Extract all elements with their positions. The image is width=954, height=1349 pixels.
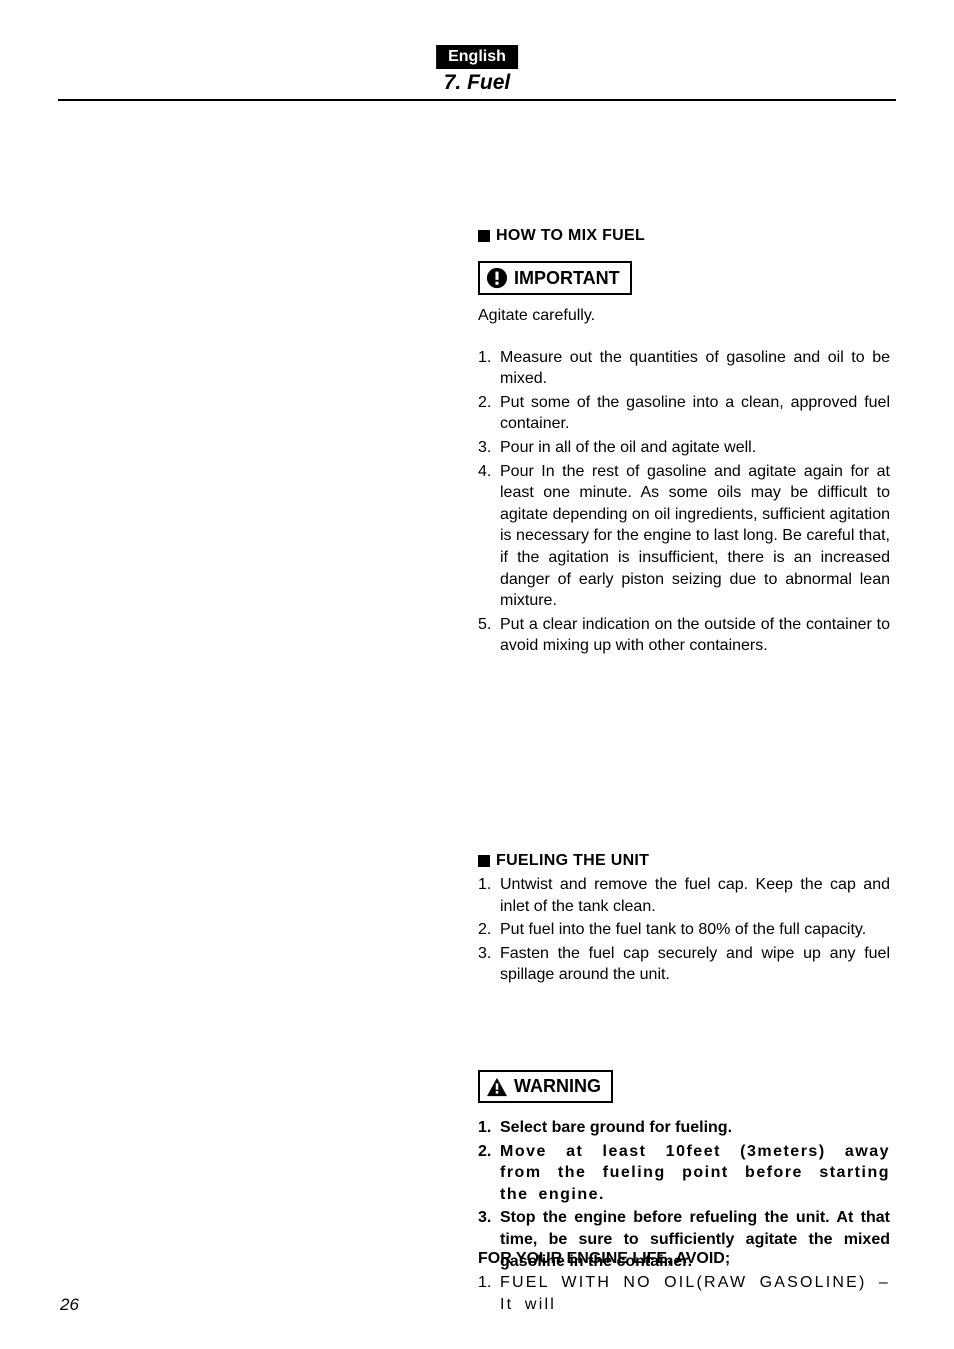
subsection-heading: HOW TO MIX FUEL — [478, 227, 890, 245]
list-item: 1. Measure out the quantities of gasolin… — [478, 347, 890, 390]
important-icon — [486, 267, 508, 289]
list-text: Pour in all of the oil and agitate well. — [500, 437, 890, 459]
list-item: 1. Untwist and remove the fuel cap. Keep… — [478, 874, 890, 917]
warning-steps-list: 1. Select bare ground for fueling. 2. Mo… — [478, 1117, 890, 1272]
list-item: 2. Put some of the gasoline into a clean… — [478, 392, 890, 435]
warning-callout: WARNING — [478, 1070, 613, 1103]
list-number: 1. — [478, 347, 500, 390]
list-number: 2. — [478, 1141, 500, 1206]
list-item: 3. Fasten the fuel cap securely and wipe… — [478, 943, 890, 986]
list-text: FUEL WITH NO OIL(RAW GASOLINE) – It will — [500, 1272, 890, 1315]
list-text: Pour In the rest of gasoline and agitate… — [500, 461, 890, 612]
fueling-steps-list: 1. Untwist and remove the fuel cap. Keep… — [478, 874, 890, 986]
list-number: 1. — [478, 874, 500, 917]
list-item: 2. Move at least 10feet (3meters) away f… — [478, 1141, 890, 1206]
list-item: 2. Put fuel into the fuel tank to 80% of… — [478, 919, 890, 941]
list-number: 5. — [478, 614, 500, 657]
list-item: 4. Pour In the rest of gasoline and agit… — [478, 461, 890, 612]
subsection-heading-text: FUELING THE UNIT — [496, 852, 649, 870]
list-text: Select bare ground for fueling. — [500, 1117, 890, 1139]
list-item: 1. FUEL WITH NO OIL(RAW GASOLINE) – It w… — [478, 1272, 890, 1315]
section-warning: WARNING 1. Select bare ground for fuelin… — [478, 1070, 890, 1274]
section-fueling-the-unit: FUELING THE UNIT 1. Untwist and remove t… — [478, 852, 890, 988]
list-number: 2. — [478, 919, 500, 941]
subsection-heading-text: HOW TO MIX FUEL — [496, 227, 645, 245]
page-header: English 7. Fuel — [0, 0, 954, 101]
avoid-list: 1. FUEL WITH NO OIL(RAW GASOLINE) – It w… — [478, 1272, 890, 1315]
intro-text: Agitate carefully. — [478, 305, 890, 327]
language-tag: English — [436, 45, 518, 69]
page-number: 26 — [60, 1295, 79, 1315]
list-number: 1. — [478, 1272, 500, 1315]
important-callout: IMPORTANT — [478, 261, 632, 295]
list-text: Put fuel into the fuel tank to 80% of th… — [500, 919, 890, 941]
list-number: 4. — [478, 461, 500, 612]
header-rule — [58, 99, 896, 101]
list-number: 1. — [478, 1117, 500, 1139]
list-item: 1. Select bare ground for fueling. — [478, 1117, 890, 1139]
list-item: 5. Put a clear indication on the outside… — [478, 614, 890, 657]
list-text: Put some of the gasoline into a clean, a… — [500, 392, 890, 435]
important-callout-label: IMPORTANT — [514, 268, 620, 289]
list-text: Fasten the fuel cap securely and wipe up… — [500, 943, 890, 986]
section-title: 7. Fuel — [0, 71, 954, 95]
section-engine-life-avoid: FOR YOUR ENGINE LIFE, AVOID; 1. FUEL WIT… — [478, 1250, 890, 1317]
mix-steps-list: 1. Measure out the quantities of gasolin… — [478, 347, 890, 657]
section-how-to-mix-fuel: HOW TO MIX FUEL IMPORTANT Agitate carefu… — [478, 227, 890, 659]
warning-callout-label: WARNING — [514, 1076, 601, 1097]
list-item: 3. Pour in all of the oil and agitate we… — [478, 437, 890, 459]
list-text: Put a clear indication on the outside of… — [500, 614, 890, 657]
warning-icon — [486, 1077, 508, 1097]
list-number: 2. — [478, 392, 500, 435]
list-number: 3. — [478, 943, 500, 986]
bullet-square-icon — [478, 855, 490, 867]
list-text: Measure out the quantities of gasoline a… — [500, 347, 890, 390]
avoid-heading: FOR YOUR ENGINE LIFE, AVOID; — [478, 1250, 890, 1268]
list-text: Untwist and remove the fuel cap. Keep th… — [500, 874, 890, 917]
list-number: 3. — [478, 437, 500, 459]
bullet-square-icon — [478, 230, 490, 242]
subsection-heading: FUELING THE UNIT — [478, 852, 890, 870]
list-text: Move at least 10feet (3meters) away from… — [500, 1141, 890, 1206]
